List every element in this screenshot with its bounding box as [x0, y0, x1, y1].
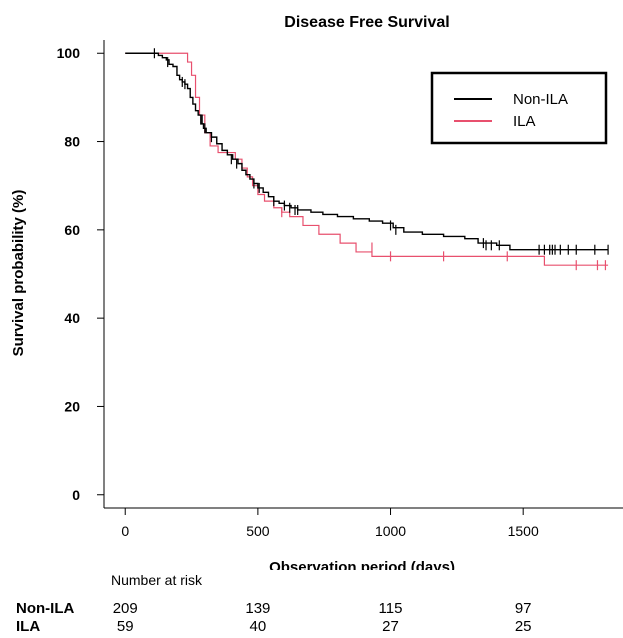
risk-cell: 25 [514, 618, 532, 635]
risk-cell: 40 [249, 618, 267, 635]
risk-cell: 139 [245, 600, 271, 617]
risk-row-label: ILA [16, 618, 41, 635]
y-tick-label: 100 [57, 45, 81, 61]
x-axis-label: Observation period (days) [269, 559, 455, 570]
y-tick-label: 60 [64, 222, 80, 238]
legend: Non-ILA ILA [430, 71, 608, 145]
risk-cell: 27 [382, 618, 399, 635]
risk-row: ILA 59 40 27 25 [0, 618, 623, 636]
x-tick-label: 500 [246, 523, 270, 539]
risk-cell: 59 [116, 618, 134, 635]
risk-cell: 97 [514, 600, 532, 617]
risk-cell: 115 [378, 600, 403, 617]
y-tick-label: 0 [72, 487, 80, 503]
risk-table-title: Number at risk [111, 572, 203, 588]
y-tick-label: 80 [64, 134, 80, 150]
y-axis-label: Survival probability (%) [10, 190, 27, 357]
y-axis: 0 20 40 60 80 100 [57, 45, 104, 503]
legend-label-ila: ILA [513, 113, 536, 130]
chart-title: Disease Free Survival [284, 14, 449, 31]
x-tick-label: 1000 [375, 523, 406, 539]
risk-row-label: Non-ILA [16, 600, 75, 617]
x-tick-label: 1500 [508, 523, 539, 539]
km-chart: Disease Free Survival 0 500 1000 1500 0 20 40… [10, 14, 623, 570]
x-axis: 0 500 1000 1500 [121, 508, 539, 539]
y-tick-label: 40 [64, 310, 80, 326]
legend-label-non-ila: Non-ILA [513, 91, 568, 108]
x-tick-label: 0 [121, 523, 129, 539]
legend-box [430, 71, 608, 145]
risk-row: Non-ILA 209 139 115 97 [0, 600, 623, 618]
series-line-ila [125, 52, 609, 266]
plot-area [103, 40, 623, 509]
series-layer [125, 48, 609, 271]
y-tick-label: 20 [64, 398, 80, 414]
risk-cell: 209 [112, 600, 138, 617]
